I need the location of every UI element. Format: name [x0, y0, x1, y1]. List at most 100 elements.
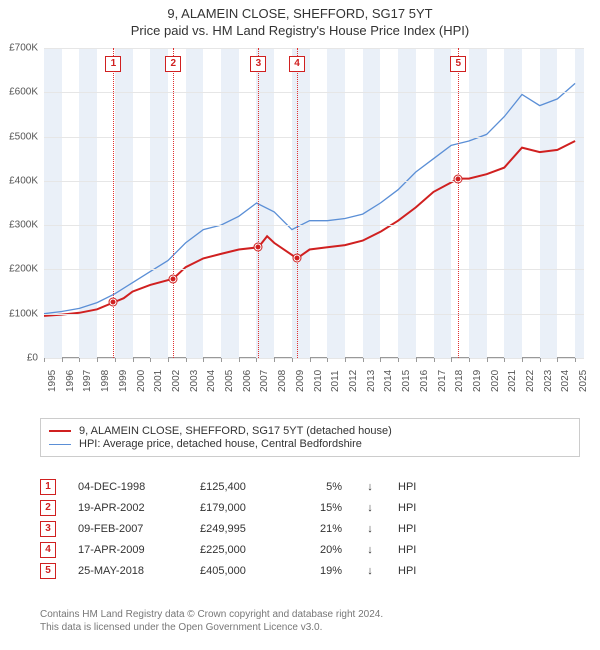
x-axis-label: 2019 [472, 370, 483, 392]
sale-date: 19-APR-2002 [78, 502, 178, 514]
x-tick [345, 358, 346, 362]
x-axis-label: 2012 [348, 370, 359, 392]
legend-item: 9, ALAMEIN CLOSE, SHEFFORD, SG17 5YT (de… [49, 425, 571, 437]
sale-pct: 20% [302, 544, 342, 556]
x-tick [557, 358, 558, 362]
sale-pct: 19% [302, 565, 342, 577]
sale-price: £125,400 [200, 481, 280, 493]
x-tick [97, 358, 98, 362]
down-arrow-icon: ↓ [364, 502, 376, 514]
x-axis-label: 2008 [277, 370, 288, 392]
x-axis-label: 2004 [206, 370, 217, 392]
legend-box: 9, ALAMEIN CLOSE, SHEFFORD, SG17 5YT (de… [40, 418, 580, 457]
gridline [44, 358, 584, 359]
x-axis-label: 2011 [330, 370, 341, 392]
x-axis-label: 2006 [242, 370, 253, 392]
sale-date: 09-FEB-2007 [78, 523, 178, 535]
legend-swatch [49, 444, 71, 445]
x-axis-label: 2016 [419, 370, 430, 392]
sale-date: 04-DEC-1998 [78, 481, 178, 493]
x-tick [274, 358, 275, 362]
footer-text: Contains HM Land Registry data © Crown c… [40, 608, 383, 634]
sale-marker-box: 2 [165, 56, 181, 72]
x-tick [44, 358, 45, 362]
x-axis-label: 2007 [259, 370, 270, 392]
footer-line2: This data is licensed under the Open Gov… [40, 621, 383, 634]
x-axis-label: 1996 [65, 370, 76, 392]
sale-date: 17-APR-2009 [78, 544, 178, 556]
sale-marker-dot [255, 244, 262, 251]
line-svg [44, 48, 584, 358]
x-axis-label: 1995 [47, 370, 58, 392]
x-axis-label: 2001 [153, 370, 164, 392]
down-arrow-icon: ↓ [364, 481, 376, 493]
sales-row: 417-APR-2009£225,00020%↓HPI [40, 542, 428, 558]
series-price_paid [44, 141, 575, 316]
legend-swatch [49, 430, 71, 432]
title-address: 9, ALAMEIN CLOSE, SHEFFORD, SG17 5YT [0, 6, 600, 21]
x-axis-label: 2003 [189, 370, 200, 392]
x-tick [380, 358, 381, 362]
sales-row: 219-APR-2002£179,00015%↓HPI [40, 500, 428, 516]
x-tick [504, 358, 505, 362]
sale-price: £179,000 [200, 502, 280, 514]
legend-label: HPI: Average price, detached house, Cent… [79, 438, 362, 450]
x-tick [398, 358, 399, 362]
x-tick [133, 358, 134, 362]
sale-marker-line [258, 48, 259, 358]
sale-marker-dot [170, 275, 177, 282]
x-tick [256, 358, 257, 362]
sale-index-box: 3 [40, 521, 56, 537]
y-axis-label: £400K [0, 175, 38, 186]
x-axis-label: 2018 [454, 370, 465, 392]
sale-pct: 5% [302, 481, 342, 493]
y-axis-label: £700K [0, 43, 38, 54]
sale-hpi-tag: HPI [398, 565, 428, 577]
gridline [44, 314, 584, 315]
series-hpi [44, 83, 575, 313]
x-tick [186, 358, 187, 362]
sale-price: £225,000 [200, 544, 280, 556]
y-axis-label: £100K [0, 308, 38, 319]
x-tick [239, 358, 240, 362]
x-axis-label: 2002 [171, 370, 182, 392]
sales-row: 309-FEB-2007£249,99521%↓HPI [40, 521, 428, 537]
sales-table: 104-DEC-1998£125,4005%↓HPI219-APR-2002£1… [40, 474, 428, 584]
x-axis-label: 2020 [490, 370, 501, 392]
y-axis-label: £0 [0, 353, 38, 364]
sale-hpi-tag: HPI [398, 544, 428, 556]
x-tick [168, 358, 169, 362]
x-tick [416, 358, 417, 362]
sale-marker-line [458, 48, 459, 358]
legend-label: 9, ALAMEIN CLOSE, SHEFFORD, SG17 5YT (de… [79, 425, 392, 437]
x-tick [150, 358, 151, 362]
sale-marker-dot [294, 255, 301, 262]
x-axis-label: 2021 [507, 370, 518, 392]
down-arrow-icon: ↓ [364, 544, 376, 556]
y-axis-label: £500K [0, 131, 38, 142]
gridline [44, 181, 584, 182]
sale-price: £405,000 [200, 565, 280, 577]
x-axis-label: 2022 [525, 370, 536, 392]
x-tick [487, 358, 488, 362]
x-axis-label: 2025 [578, 370, 589, 392]
sales-row: 104-DEC-1998£125,4005%↓HPI [40, 479, 428, 495]
sale-marker-line [113, 48, 114, 358]
x-axis-label: 2009 [295, 370, 306, 392]
x-tick [310, 358, 311, 362]
x-tick [522, 358, 523, 362]
sale-marker-dot [110, 299, 117, 306]
gridline [44, 269, 584, 270]
x-axis-label: 2010 [313, 370, 324, 392]
title-subtitle: Price paid vs. HM Land Registry's House … [0, 23, 600, 38]
chart-area: £0£100K£200K£300K£400K£500K£600K£700K199… [44, 48, 584, 368]
sale-date: 25-MAY-2018 [78, 565, 178, 577]
y-axis-label: £600K [0, 87, 38, 98]
x-tick [62, 358, 63, 362]
sale-marker-dot [455, 175, 462, 182]
sale-marker-box: 5 [450, 56, 466, 72]
y-axis-label: £300K [0, 220, 38, 231]
x-axis-label: 2024 [560, 370, 571, 392]
chart-title-block: 9, ALAMEIN CLOSE, SHEFFORD, SG17 5YT Pri… [0, 0, 600, 40]
x-axis-label: 2023 [543, 370, 554, 392]
